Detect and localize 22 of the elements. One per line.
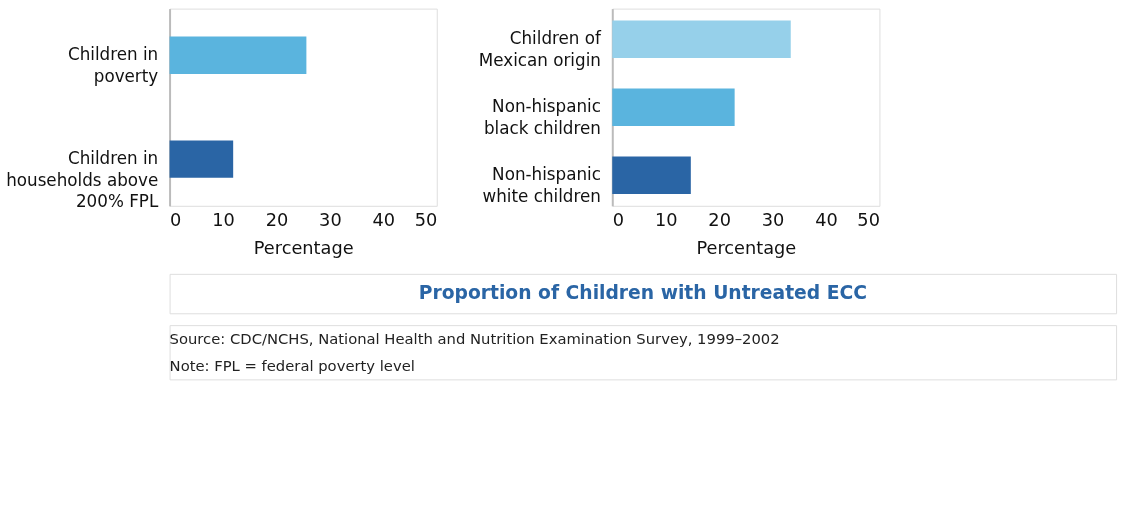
text: Proportion of Children with Untreated ECC: [418, 282, 867, 304]
source-note: Source: CDC/NCHS, National Health and Nutrition Examination Survey, 1999–2002: [169, 329, 780, 347]
x-tick-label: 40: [815, 210, 838, 231]
x-tick-label: 0: [612, 210, 625, 231]
x-tick-label: 10: [654, 210, 678, 231]
x-tick-label: 50: [414, 210, 438, 231]
x-tick-label: 40: [372, 210, 396, 231]
x-axis-title: Percentage: [253, 237, 354, 258]
y-tick-label: Children of Mexican origin: [478, 28, 603, 70]
x-axis-title: Percentage: [696, 237, 797, 258]
y-tick-label: Children in households above 200% FPL: [6, 148, 159, 212]
y-tick-label: Non-hispanic black children: [483, 96, 601, 138]
x-tick-label: 0: [170, 210, 182, 231]
y-tick-label: Children in poverty: [67, 44, 159, 86]
text: Note: FPL = federal poverty level: [169, 356, 415, 374]
x-tick-label: 30: [761, 210, 785, 231]
y-tick-label: Non-hispanic white children: [482, 164, 601, 206]
x-tick-label: 50: [857, 210, 880, 231]
x-tick-label: 20: [265, 210, 289, 231]
x-tick-label: 30: [319, 210, 342, 231]
x-tick-label: 10: [212, 210, 235, 231]
x-tick-label: 20: [708, 210, 731, 231]
